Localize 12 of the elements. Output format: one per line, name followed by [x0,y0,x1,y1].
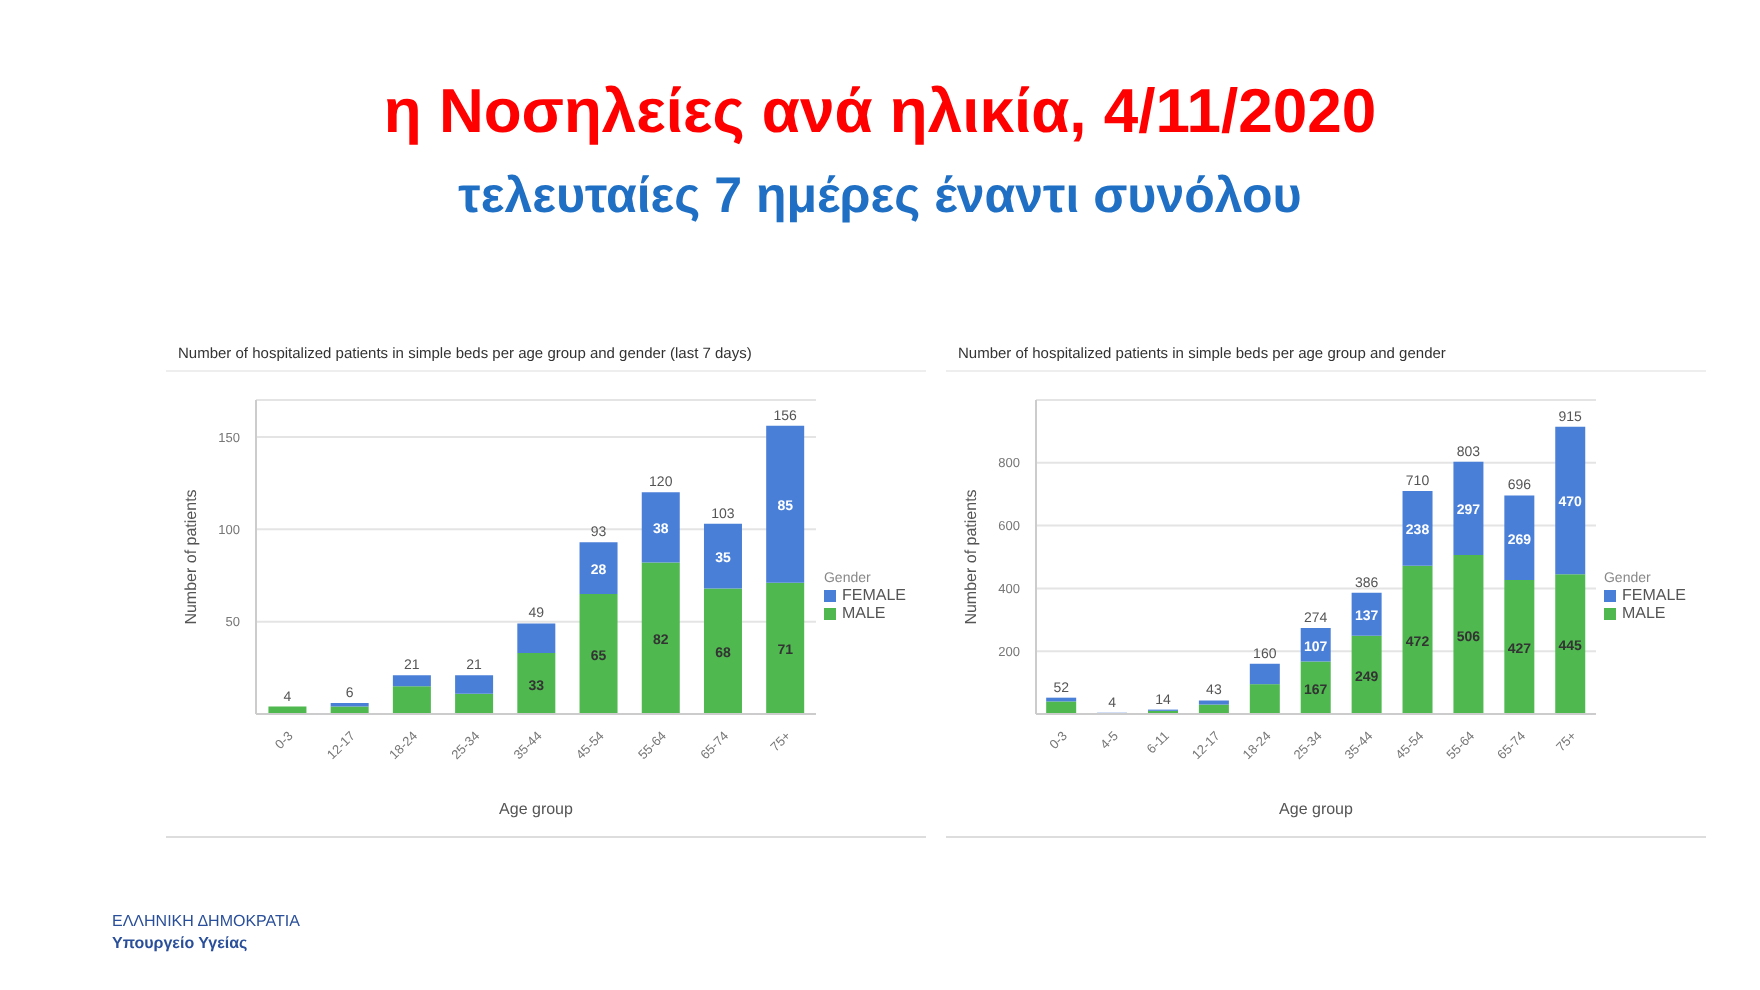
legend-label: MALE [841,604,886,622]
legend-label: FEMALE [841,586,906,604]
text: η Νοσηλείες ανά ηλικία, 4/11/2020 [381,76,1379,148]
legend-label: FEMALE [1621,586,1686,604]
text: Υπουργείο Υγείας [112,932,250,954]
text: τελευταίες 7 ημέρες έναντι συνόλου [456,168,1304,226]
text: ΕΛΛΗΝΙΚΗ ΔΗΜΟΚΡΑΤΙΑ [112,910,300,932]
legend-label: MALE [1621,604,1666,622]
y-axis-title: Number of patients [181,489,200,625]
x-axis-title: Age group [1279,800,1354,818]
x-axis-title: Age group [499,800,574,818]
y-axis-title: Number of patients [961,489,980,625]
